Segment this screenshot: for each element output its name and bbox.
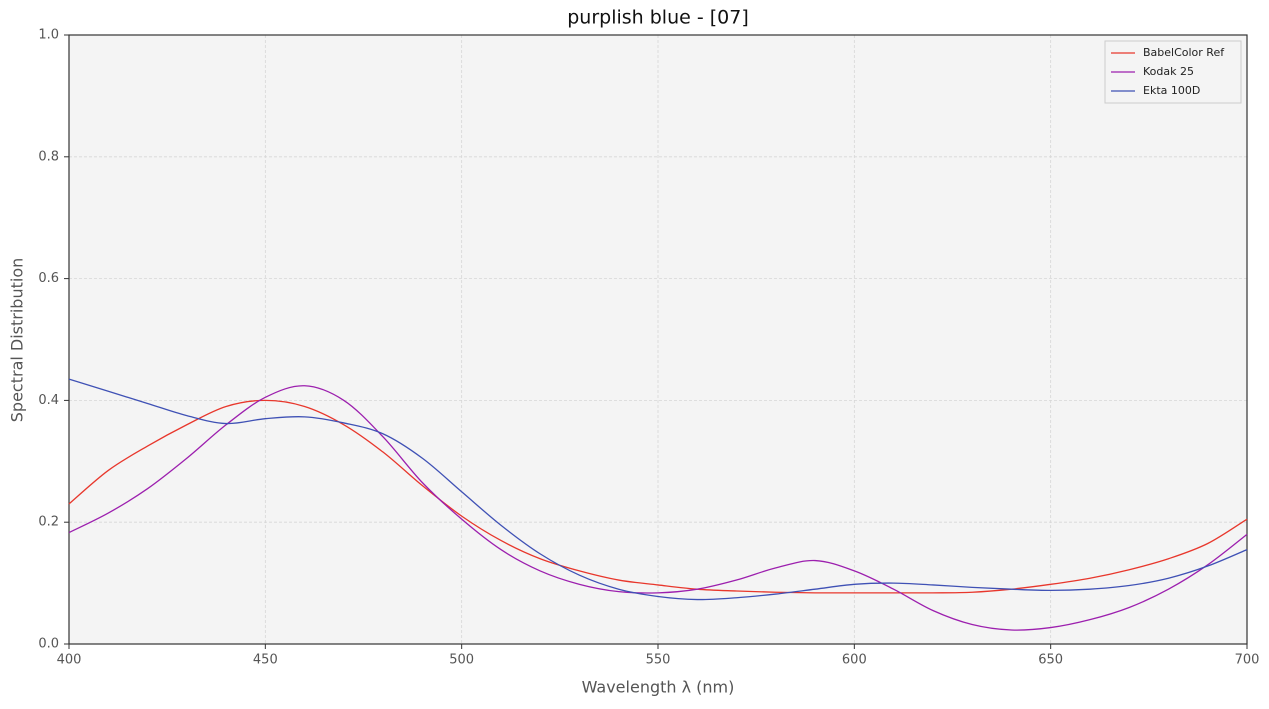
line-series bbox=[68, 378, 1248, 601]
x-tick-label: 400 bbox=[57, 653, 82, 668]
x-tick-label: 600 bbox=[842, 653, 867, 668]
y-tick-label: 0.8 bbox=[38, 149, 59, 164]
legend-label: Ekta 100D bbox=[1143, 84, 1200, 97]
plot-frame bbox=[68, 34, 1248, 645]
x-axis-label: Wavelength λ (nm) bbox=[582, 678, 735, 697]
line-series bbox=[68, 385, 1248, 631]
x-tick-label: 450 bbox=[253, 653, 278, 668]
x-tick-label: 650 bbox=[1038, 653, 1063, 668]
y-axis-label: Spectral Distribution bbox=[8, 258, 27, 422]
line-series bbox=[68, 399, 1248, 594]
chart-title: purplish blue - [07] bbox=[567, 7, 749, 29]
y-tick-label: 1.0 bbox=[38, 28, 59, 43]
x-tick-label: 500 bbox=[449, 653, 474, 668]
y-tick-label: 0.4 bbox=[38, 393, 59, 408]
x-tick-label: 550 bbox=[646, 653, 671, 668]
x-tick-label: 700 bbox=[1235, 653, 1260, 668]
y-tick-label: 0.6 bbox=[38, 271, 59, 286]
legend-label: BabelColor Ref bbox=[1143, 46, 1225, 59]
y-tick-label: 0.2 bbox=[38, 515, 59, 530]
y-tick-label: 0.0 bbox=[38, 637, 59, 652]
legend-label: Kodak 25 bbox=[1143, 65, 1194, 78]
